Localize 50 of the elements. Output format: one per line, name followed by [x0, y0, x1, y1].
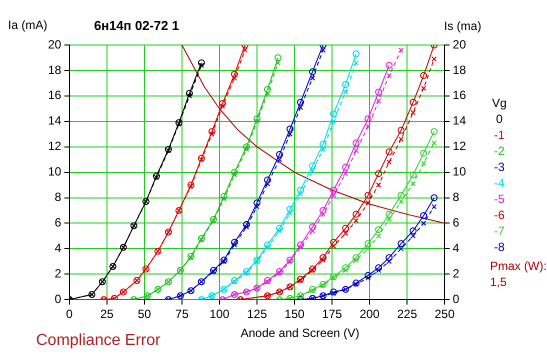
x-tick-label: 100: [209, 307, 230, 322]
y2-tick-label: 6: [452, 216, 460, 230]
legend-title: Vg: [492, 95, 507, 111]
y-tick-label: 12: [48, 139, 62, 154]
y-tick-label: 0: [54, 292, 62, 306]
text: 1,5: [490, 274, 508, 290]
y2-tick-label: 18: [452, 62, 466, 77]
y-tick-label: 18: [48, 62, 62, 77]
x-tick-label: 150: [284, 307, 305, 322]
text: Pmax (W):: [490, 258, 547, 274]
text: -2: [493, 143, 506, 159]
text: Compliance Error: [36, 332, 160, 350]
x-tick-label: 175: [322, 307, 342, 322]
text: -8: [493, 239, 506, 255]
text: -5: [493, 191, 506, 207]
text: 0: [495, 111, 504, 127]
y-tick-label: 20: [48, 37, 62, 52]
text: -4: [493, 175, 506, 191]
y2-tick-label: 2: [452, 266, 460, 280]
text: -7: [493, 223, 506, 239]
y2-tick-label: 20: [452, 37, 466, 52]
text: -1: [493, 127, 506, 143]
x-tick-label: 75: [175, 307, 189, 322]
y2-tick-label: 14: [452, 114, 466, 128]
y-tick-label: 6: [54, 216, 62, 230]
x-tick-label: 200: [360, 307, 380, 322]
y-tick-label: 4: [54, 240, 62, 255]
chart-title: 6н14п 02-72 1: [94, 18, 180, 33]
y2-tick-label: 10: [452, 164, 466, 179]
y-tick-label: 14: [48, 114, 62, 128]
y-tick-label: 10: [48, 164, 62, 179]
y2-tick-label: 0: [452, 292, 460, 306]
x-tick-label: 25: [100, 307, 114, 322]
x-tick-label: 0: [66, 307, 74, 322]
y2-tick-label: 16: [452, 88, 466, 102]
y2-tick-label: 8: [452, 190, 460, 204]
y-axis-title: Ia (mA): [8, 18, 48, 32]
x-axis-title: Anode and Screen (V): [240, 326, 360, 340]
x-tick-label: 250: [434, 307, 455, 322]
y2-tick-label: 12: [452, 139, 466, 154]
y-tick-label: 16: [48, 88, 62, 102]
text: -3: [493, 159, 506, 175]
x-tick-label: 225: [397, 307, 418, 322]
y-tick-label: 8: [54, 190, 62, 204]
y2-tick-label: 4: [452, 240, 460, 255]
y2-axis-title: Is (ma): [444, 19, 482, 33]
text: -6: [493, 207, 506, 223]
x-tick-label: 50: [138, 307, 152, 322]
y-tick-label: 2: [54, 266, 62, 280]
x-tick-label: 125: [246, 307, 268, 322]
